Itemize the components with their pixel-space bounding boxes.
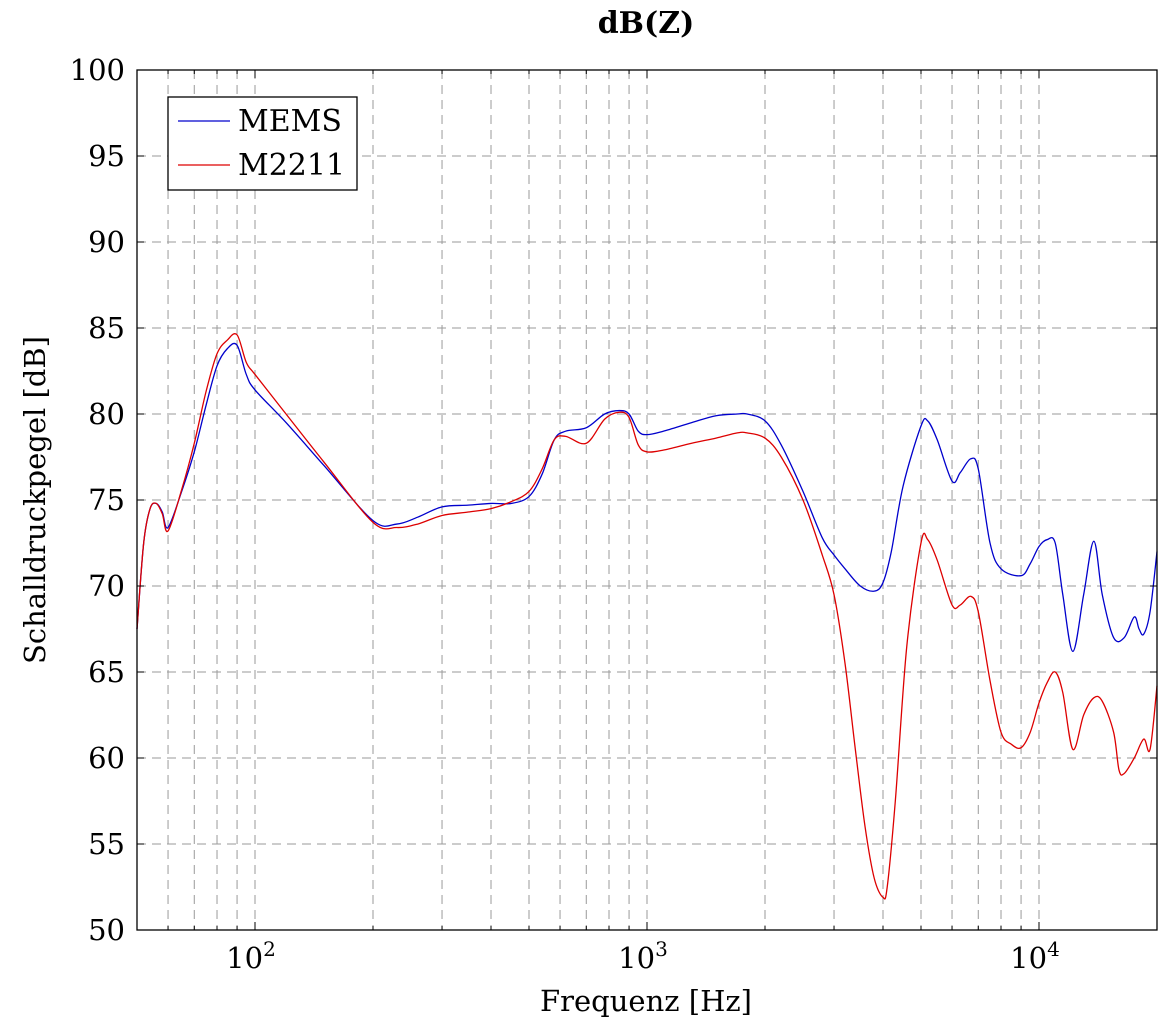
chart-title: dB(Z) xyxy=(598,6,695,41)
x-tick-label: 104 xyxy=(1010,937,1060,975)
x-tick-label: 103 xyxy=(618,937,668,975)
y-tick-label: 60 xyxy=(88,741,125,775)
y-tick-label: 70 xyxy=(88,569,125,603)
y-tick-label: 80 xyxy=(88,397,125,431)
y-tick-label: 90 xyxy=(88,225,125,259)
x-axis-label: Frequenz [Hz] xyxy=(540,984,752,1018)
y-tick-label: 55 xyxy=(88,827,125,861)
y-tick-label: 65 xyxy=(88,655,125,689)
y-axis-label: Schalldruckpegel [dB] xyxy=(18,336,52,664)
legend: MEMS M2211 xyxy=(167,96,358,191)
y-tick-label: 50 xyxy=(88,913,125,947)
axis-ticks: 50 55 60 65 70 75 80 85 90 95 100 102 103 104 xyxy=(70,53,1157,975)
series-line-mems xyxy=(136,342,1158,653)
y-tick-label: 95 xyxy=(88,139,125,173)
plot-series xyxy=(136,333,1158,900)
legend-label-m2211: M2211 xyxy=(238,148,345,183)
legend-box xyxy=(167,96,358,191)
x-tick-label: 102 xyxy=(226,937,276,975)
y-tick-label: 85 xyxy=(88,311,125,345)
grid-lines xyxy=(137,70,1157,930)
series-line-m2211 xyxy=(136,333,1158,900)
y-tick-label: 100 xyxy=(70,53,125,87)
y-tick-label: 75 xyxy=(88,483,125,517)
legend-label-mems: MEMS xyxy=(238,104,342,139)
